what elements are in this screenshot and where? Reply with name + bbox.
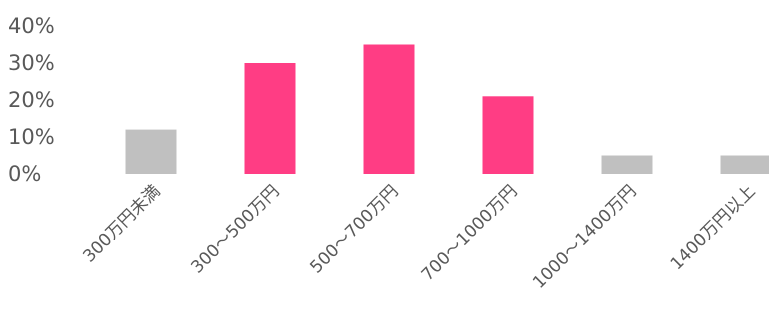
bars-group <box>125 44 769 174</box>
y-axis-tick-labels: 0% 10% 20% 30% 40% <box>8 14 55 186</box>
x-tick-label: 700～1000万円 <box>418 181 522 285</box>
x-tick-label: 300～500万円 <box>187 181 283 277</box>
y-tick-label: 30% <box>8 51 55 75</box>
x-axis-tick-labels: 300万円未満 300～500万円 500～700万円 700～1000万円 1000～… <box>79 181 759 292</box>
bar <box>720 155 769 174</box>
y-tick-label: 40% <box>8 14 55 38</box>
y-tick-label: 10% <box>8 125 55 149</box>
y-tick-label: 0% <box>8 162 41 186</box>
bar <box>244 63 296 174</box>
bar <box>601 155 653 174</box>
bar <box>482 96 534 174</box>
x-tick-label: 1000～1400万円 <box>529 181 640 292</box>
y-tick-label: 20% <box>8 88 55 112</box>
x-tick-label: 1400万円以上 <box>667 181 760 274</box>
x-tick-label: 300万円未満 <box>79 181 164 266</box>
bar <box>363 44 415 174</box>
x-tick-label: 500～700万円 <box>306 181 402 277</box>
bar <box>125 129 177 174</box>
